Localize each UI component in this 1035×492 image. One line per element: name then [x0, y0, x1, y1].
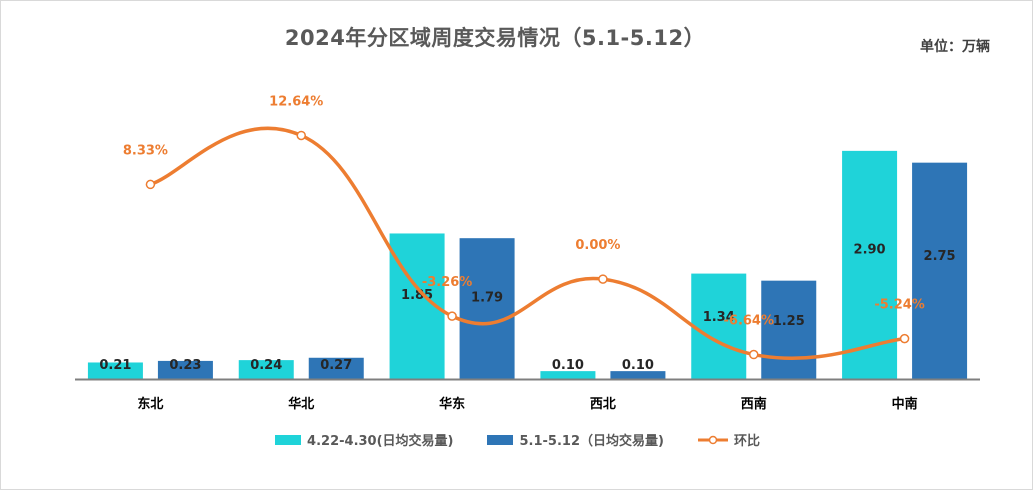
- bar-1-4: [691, 273, 747, 379]
- category-label-2: 华东: [439, 396, 465, 412]
- bar-2-0: [157, 360, 213, 379]
- legend-label-series2: 5.1-5.12（日均交易量): [519, 434, 664, 449]
- bar-1-1: [238, 360, 294, 379]
- category-label-0: 东北: [137, 396, 163, 412]
- bar-label-1-3: 0.10: [552, 358, 584, 373]
- bar-label-1-4: 1.34: [703, 310, 735, 325]
- bar-1-3: [540, 371, 596, 379]
- bar-label-2-1: 0.27: [320, 358, 352, 373]
- category-label-1: 华北: [288, 396, 314, 412]
- line-label-5: -5.24%: [874, 298, 925, 313]
- legend-item-line[interactable]: 环比: [697, 430, 760, 449]
- bar-label-2-2: 1.79: [471, 291, 503, 306]
- line-label-0: 8.33%: [123, 143, 168, 158]
- legend-label-series1: 4.22-4.30(日均交易量): [307, 434, 454, 449]
- line-point-4: [749, 349, 759, 360]
- legend-item-series2[interactable]: 5.1-5.12（日均交易量): [487, 430, 664, 449]
- legend-item-series1[interactable]: 4.22-4.30(日均交易量): [275, 430, 453, 449]
- line-label-1: 12.64%: [269, 94, 323, 109]
- legend-swatch-series2: [487, 434, 514, 445]
- bar-label-2-5: 2.75: [924, 249, 956, 264]
- bar-label-1-1: 0.24: [250, 358, 282, 373]
- bar-label-1-5: 2.90: [854, 243, 886, 258]
- chart-title: 2024年分区域周度交易情况（5.1-5.12）: [284, 26, 706, 50]
- bar-label-2-3: 0.10: [622, 358, 654, 373]
- line-point-2: [447, 311, 457, 321]
- bar-1-0: [87, 362, 143, 379]
- bar-label-2-4: 1.25: [773, 314, 805, 329]
- line-point-0: [145, 179, 156, 190]
- legend-swatch-line: [697, 435, 728, 444]
- legend-label-line: 环比: [733, 434, 760, 449]
- line-point-3: [598, 274, 608, 284]
- bar-2-5: [912, 162, 968, 379]
- category-label-5: 中南: [892, 396, 918, 412]
- category-label-3: 西北: [590, 397, 616, 412]
- line-point-5: [899, 333, 910, 344]
- bar-2-3: [610, 371, 666, 379]
- bar-label-1-2: 1.85: [401, 288, 433, 303]
- unit-label: 单位：万辆: [920, 39, 990, 55]
- line-label-2: -3.26%: [422, 275, 473, 290]
- line-label-4: -6.64%: [724, 314, 775, 329]
- bar-2-4: [761, 280, 817, 379]
- legend-swatch-series1: [275, 434, 302, 445]
- bar-label-1-0: 0.21: [99, 358, 131, 373]
- bar-2-2: [459, 238, 515, 379]
- category-label-4: 西南: [741, 396, 767, 412]
- line-label-3: 0.00%: [575, 238, 620, 253]
- bar-label-2-0: 0.23: [169, 358, 201, 373]
- bar-2-1: [308, 357, 364, 379]
- line-point-1: [296, 130, 306, 141]
- chart-legend: 4.22-4.30(日均交易量) 5.1-5.12（日均交易量) 环比: [0, 430, 1035, 449]
